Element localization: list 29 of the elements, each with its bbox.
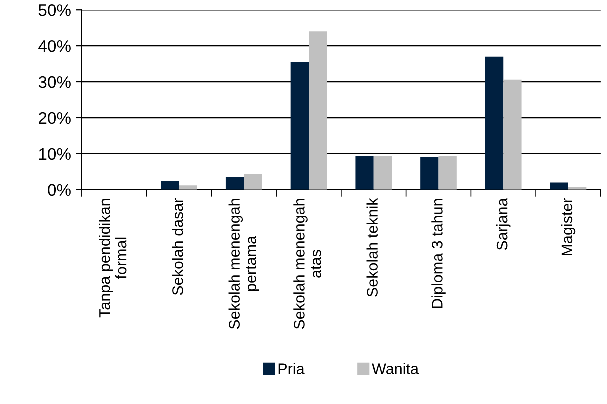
y-tick-label: 0% xyxy=(48,184,71,196)
y-tick-label: 30% xyxy=(38,76,71,88)
bar xyxy=(550,182,568,190)
x-tick-label: Sekolah menengah pertama xyxy=(228,199,260,330)
y-tick-label: 10% xyxy=(39,148,71,160)
x-tick-label: Sekolah menengah atas xyxy=(294,199,322,330)
x-tick-label: Diploma 3 tahun xyxy=(432,199,446,308)
bar xyxy=(179,186,198,190)
bar xyxy=(420,157,439,190)
bar xyxy=(356,156,374,190)
bar xyxy=(161,181,180,190)
bar xyxy=(309,32,328,190)
x-tick-label: Sekolah dasar xyxy=(172,198,184,296)
y-tick-label: 40% xyxy=(38,40,71,52)
x-tick-label: Tanpa pendidikan formal xyxy=(99,199,127,318)
legend-label: Wanita xyxy=(372,363,419,374)
bar xyxy=(438,156,457,190)
y-tick-label: 50% xyxy=(38,4,71,16)
bar xyxy=(290,62,309,190)
bar xyxy=(485,56,504,190)
x-tick-label: Magister xyxy=(561,198,576,256)
x-tick-label: Sarjana xyxy=(496,198,511,250)
x-tick-label: Sekolah teknik xyxy=(366,198,378,297)
legend-label: Pria xyxy=(278,363,305,374)
bar xyxy=(244,174,262,190)
bar xyxy=(374,156,392,190)
y-tick-label: 20% xyxy=(39,112,71,124)
bar xyxy=(226,177,244,190)
bar xyxy=(504,80,522,190)
